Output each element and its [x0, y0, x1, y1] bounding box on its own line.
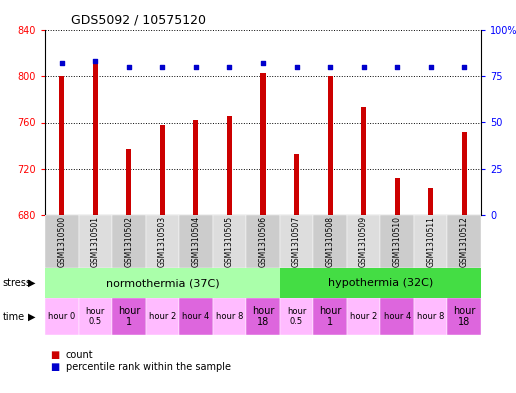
Text: GSM1310504: GSM1310504 [191, 216, 200, 267]
Bar [45, 215, 78, 268]
Bar [227, 116, 232, 215]
Point [293, 64, 301, 70]
Text: normothermia (37C): normothermia (37C) [106, 278, 219, 288]
Text: hour
18: hour 18 [453, 306, 475, 327]
Bar [194, 120, 199, 215]
Bar [179, 215, 213, 268]
Bar [447, 298, 481, 335]
Text: hour 2: hour 2 [350, 312, 377, 321]
Text: hour
1: hour 1 [319, 306, 341, 327]
Bar [213, 215, 246, 268]
Point [393, 64, 401, 70]
Text: GSM1310512: GSM1310512 [460, 216, 469, 267]
Point [259, 60, 267, 66]
Point [125, 64, 133, 70]
Bar [246, 298, 280, 335]
Bar [313, 215, 347, 268]
Point [360, 64, 368, 70]
Text: hour
18: hour 18 [252, 306, 274, 327]
Text: ■: ■ [50, 362, 59, 372]
Text: time: time [3, 312, 25, 321]
Text: hour 8: hour 8 [216, 312, 243, 321]
Text: hour 2: hour 2 [149, 312, 176, 321]
Text: hour 4: hour 4 [383, 312, 411, 321]
Text: GSM1310508: GSM1310508 [326, 216, 334, 267]
Text: GSM1310507: GSM1310507 [292, 216, 301, 267]
Bar [45, 298, 78, 335]
Bar [261, 73, 266, 215]
Bar [246, 215, 280, 268]
Point [427, 64, 435, 70]
Text: GSM1310506: GSM1310506 [259, 216, 267, 267]
Text: GSM1310510: GSM1310510 [393, 216, 401, 267]
Bar [380, 215, 414, 268]
Bar [462, 132, 467, 215]
Text: GSM1310505: GSM1310505 [225, 216, 234, 267]
Bar [146, 215, 179, 268]
Bar [380, 298, 414, 335]
Bar [213, 298, 246, 335]
Point [91, 58, 100, 64]
Text: hour 0: hour 0 [48, 312, 75, 321]
Text: hour 8: hour 8 [417, 312, 444, 321]
Point [460, 64, 469, 70]
Bar [126, 149, 132, 215]
Bar [59, 76, 64, 215]
Text: GSM1310503: GSM1310503 [158, 216, 167, 267]
Text: GSM1310509: GSM1310509 [359, 216, 368, 267]
Text: hour 4: hour 4 [182, 312, 209, 321]
Bar [78, 215, 112, 268]
Bar [280, 298, 313, 335]
Text: ■: ■ [50, 350, 59, 360]
Bar [347, 298, 380, 335]
Text: ▶: ▶ [28, 278, 36, 288]
Bar [78, 298, 112, 335]
Text: GSM1310502: GSM1310502 [124, 216, 133, 267]
Text: GDS5092 / 10575120: GDS5092 / 10575120 [71, 13, 206, 26]
Text: ▶: ▶ [28, 312, 36, 321]
Bar [347, 215, 380, 268]
Bar [294, 154, 299, 215]
Text: GSM1310500: GSM1310500 [57, 216, 66, 267]
Text: hour
1: hour 1 [118, 306, 140, 327]
Bar [160, 125, 165, 215]
Bar [112, 215, 146, 268]
Bar [414, 298, 447, 335]
Bar [45, 268, 280, 298]
Bar [428, 188, 433, 215]
Bar [313, 298, 347, 335]
Bar [447, 215, 481, 268]
Text: stress: stress [3, 278, 31, 288]
Point [192, 64, 200, 70]
Bar [395, 178, 400, 215]
Point [326, 64, 334, 70]
Text: hour
0.5: hour 0.5 [86, 307, 105, 326]
Bar [414, 215, 447, 268]
Point [225, 64, 234, 70]
Text: GSM1310511: GSM1310511 [426, 216, 435, 267]
Text: GSM1310501: GSM1310501 [91, 216, 100, 267]
Text: count: count [66, 350, 93, 360]
Bar [93, 59, 98, 215]
Point [58, 60, 66, 66]
Bar [179, 298, 213, 335]
Text: hour
0.5: hour 0.5 [287, 307, 306, 326]
Bar [112, 298, 146, 335]
Text: percentile rank within the sample: percentile rank within the sample [66, 362, 231, 372]
Bar [280, 268, 481, 298]
Text: hypothermia (32C): hypothermia (32C) [328, 278, 433, 288]
Bar [280, 215, 313, 268]
Point [158, 64, 167, 70]
Bar [361, 107, 366, 215]
Bar [146, 298, 179, 335]
Bar [328, 76, 333, 215]
